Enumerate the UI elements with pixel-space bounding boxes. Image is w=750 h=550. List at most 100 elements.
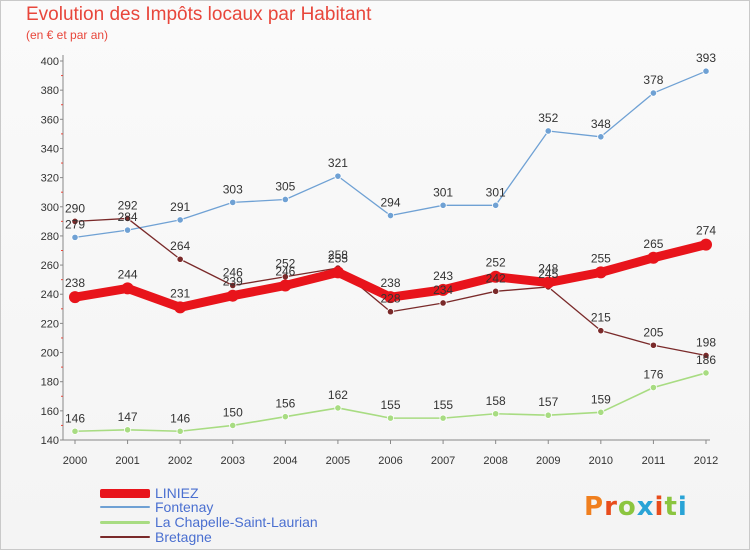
x-tick-label: 2007	[431, 455, 455, 467]
data-label: 248	[538, 262, 558, 276]
data-point	[71, 217, 79, 225]
data-point	[123, 226, 132, 234]
y-tick-label: 220	[41, 318, 59, 330]
y-tick-label: 300	[41, 202, 59, 214]
data-label: 294	[380, 196, 400, 210]
x-tick-label: 2004	[273, 455, 297, 467]
data-point	[69, 291, 81, 304]
data-label: 292	[118, 198, 138, 212]
data-label: 155	[380, 398, 400, 412]
data-label: 176	[643, 368, 663, 382]
x-tick-label: 2011	[642, 455, 666, 467]
x-tick-label: 2002	[168, 455, 192, 467]
data-point	[386, 211, 395, 220]
data-label: 246	[275, 264, 295, 278]
y-tick-label: 260	[41, 260, 59, 272]
proxiti-logo: Proxiti	[584, 492, 688, 522]
data-point	[334, 172, 342, 180]
data-point	[229, 198, 237, 206]
legend-swatch	[100, 488, 150, 498]
y-tick-label: 340	[41, 143, 59, 155]
data-label: 301	[486, 185, 506, 199]
legend-label: La Chapelle-Saint-Laurian	[155, 514, 318, 530]
y-tick-label: 200	[41, 348, 59, 360]
data-point	[597, 327, 605, 335]
data-point	[384, 291, 397, 304]
x-tick-label: 2012	[694, 455, 718, 467]
data-point	[649, 383, 658, 392]
y-tick-label: 160	[41, 406, 59, 418]
data-label: 305	[275, 179, 295, 193]
data-label: 146	[170, 411, 190, 425]
data-point	[71, 427, 79, 435]
data-label: 231	[170, 286, 190, 300]
data-label: 303	[223, 182, 243, 196]
data-point	[702, 351, 710, 360]
data-point	[649, 341, 658, 349]
data-label: 242	[486, 271, 506, 285]
x-tick-label: 2000	[63, 455, 87, 467]
data-label: 378	[643, 73, 663, 87]
data-point	[279, 279, 292, 292]
data-label: 156	[275, 397, 295, 411]
legend-entry: Bretagne	[100, 530, 212, 544]
data-label: 146	[65, 411, 85, 425]
data-point	[174, 301, 187, 314]
data-point	[226, 289, 239, 302]
chart-title: Evolution des Impôts locaux par Habitant	[26, 4, 372, 25]
y-tick-label: 400	[41, 56, 59, 68]
data-label: 234	[433, 283, 453, 297]
data-point	[229, 281, 237, 290]
legend-label: Fontenay	[155, 499, 214, 515]
data-point	[281, 413, 289, 421]
data-label: 239	[223, 275, 243, 289]
legend-swatch	[100, 520, 150, 524]
data-label: 162	[328, 388, 348, 402]
data-label: 255	[328, 251, 348, 265]
data-point	[334, 404, 342, 412]
data-label: 205	[643, 325, 663, 339]
data-point	[700, 238, 712, 251]
data-point	[176, 255, 184, 263]
data-label: 279	[65, 217, 85, 231]
data-point	[281, 195, 289, 204]
y-tick-label: 240	[41, 289, 59, 301]
data-point	[386, 414, 395, 422]
data-point	[489, 270, 502, 283]
legend-swatch	[100, 536, 150, 538]
data-label: 393	[696, 51, 716, 65]
data-label: 252	[486, 256, 506, 270]
data-point	[437, 283, 450, 296]
data-label: 150	[223, 405, 243, 419]
legend-entry: La Chapelle-Saint-Laurian	[100, 515, 318, 529]
data-label: 158	[486, 394, 506, 408]
data-label: 238	[65, 276, 85, 290]
legend-label: LINIEZ	[155, 485, 199, 501]
data-point	[492, 410, 500, 418]
data-label: 243	[433, 269, 453, 283]
line-chart: 140 160 180 200 220 240 260 280 300 320 340 360 380 4…	[41, 51, 719, 467]
data-label: 228	[380, 292, 400, 306]
data-point	[647, 251, 660, 264]
data-point	[542, 276, 555, 289]
x-tick-label: 2005	[326, 455, 350, 467]
data-label: 301	[433, 185, 453, 199]
data-point	[229, 421, 237, 430]
data-label: 198	[696, 335, 716, 349]
data-label: 284	[118, 210, 138, 224]
data-label: 321	[328, 156, 348, 170]
data-point	[439, 299, 447, 307]
data-point	[123, 214, 132, 223]
data-label: 255	[591, 251, 611, 265]
data-label: 147	[118, 410, 138, 424]
data-point	[649, 89, 658, 97]
x-tick-label: 2008	[483, 455, 507, 467]
legend-label: Bretagne	[155, 529, 212, 545]
legend-entry: Fontenay	[100, 500, 213, 514]
x-tick-label: 2009	[536, 455, 560, 467]
x-tick-label: 2006	[378, 455, 402, 467]
x-tick-label: 2001	[115, 455, 139, 467]
data-label: 157	[538, 395, 558, 409]
y-tick-label: 380	[41, 85, 59, 97]
y-tick-label: 140	[41, 435, 59, 447]
